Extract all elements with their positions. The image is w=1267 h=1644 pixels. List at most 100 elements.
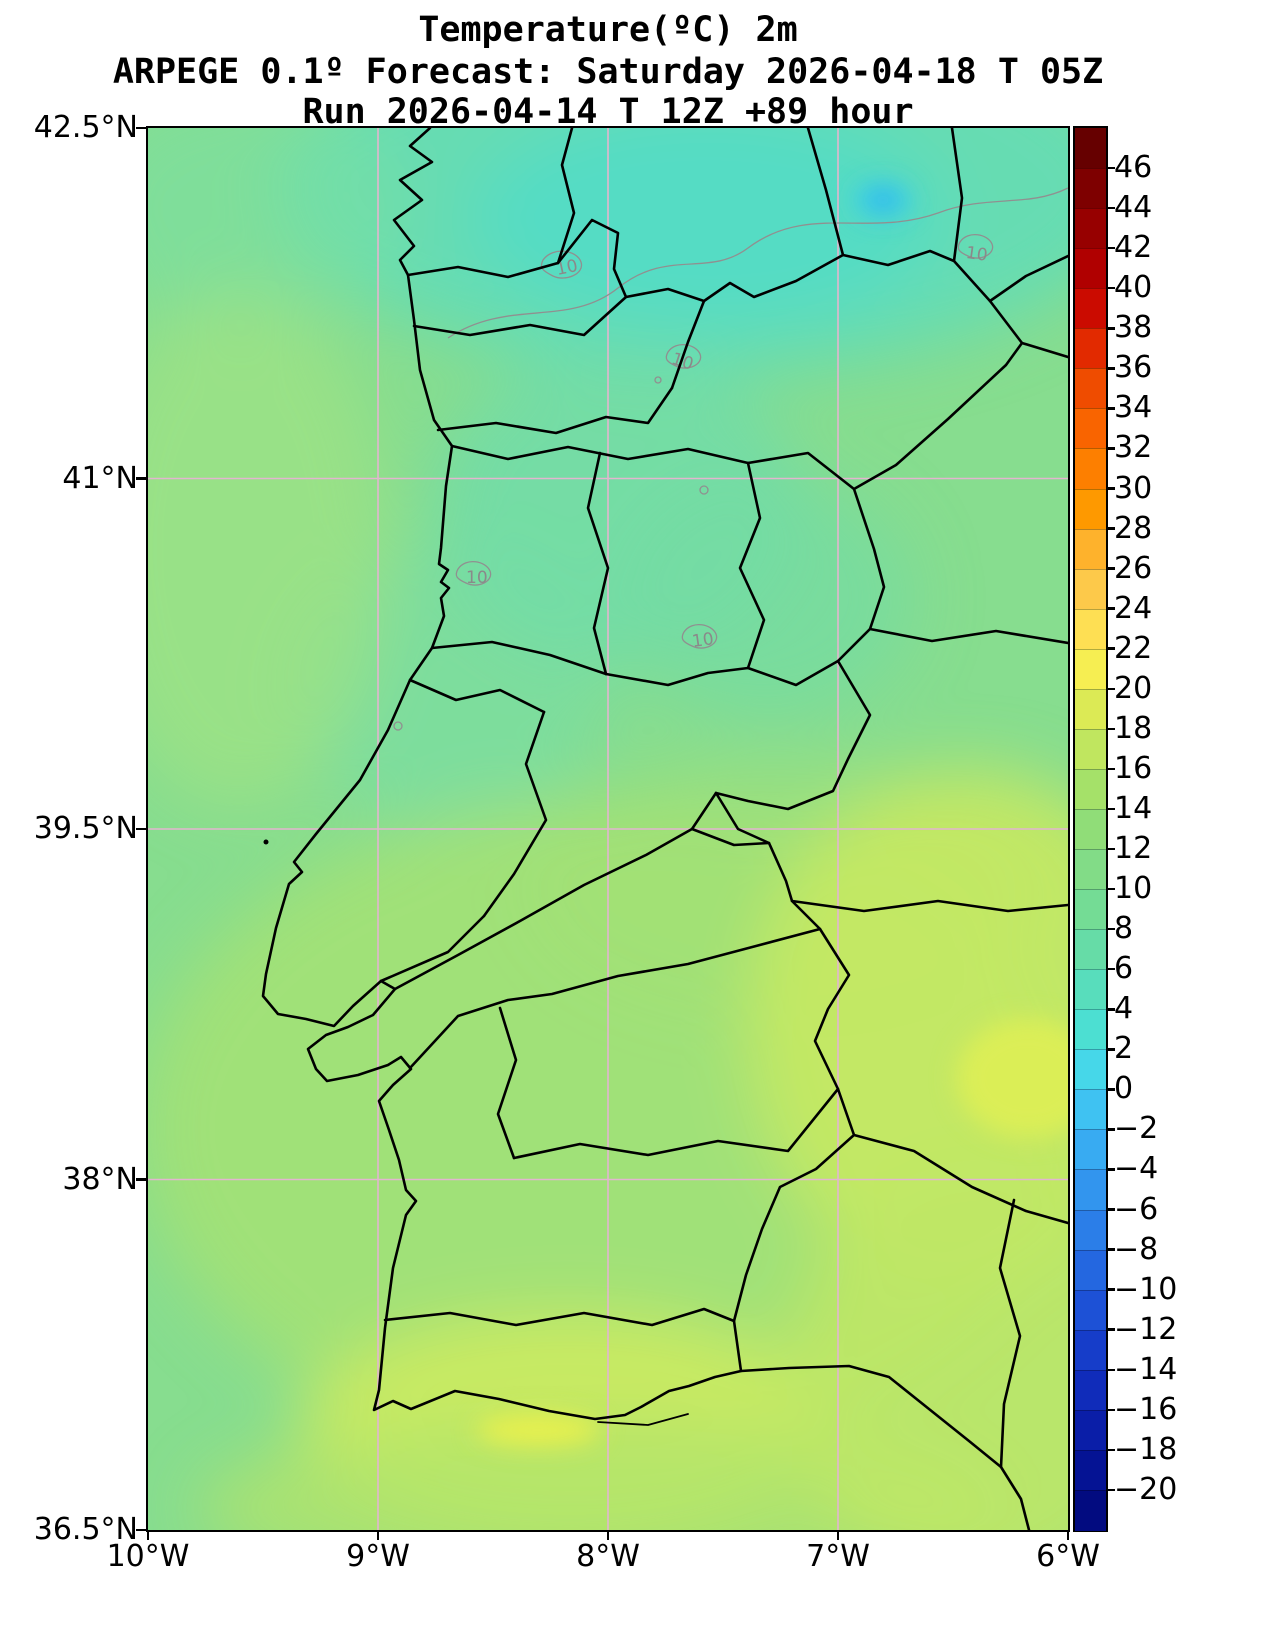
- colorbar-cell--14-to--12: [1075, 1329, 1106, 1372]
- longitude-tick-label: 10°W: [106, 1539, 190, 1574]
- colorbar-cell-0-to-2: [1075, 1049, 1106, 1091]
- colorbar-tick-label: −8: [1114, 1231, 1159, 1267]
- colorbar-cell-12-to-14: [1075, 808, 1106, 851]
- contour-label-10: 10: [466, 568, 488, 588]
- colorbar-tick-mark: [1106, 1328, 1115, 1331]
- longitude-tick-label: 9°W: [346, 1539, 410, 1574]
- latitude-tick-label: 41°N: [62, 460, 138, 496]
- colorbar-tick-mark: [1106, 246, 1115, 250]
- colorbar-tick-label: −16: [1114, 1391, 1178, 1427]
- longitude-tick-mark: [376, 1530, 380, 1540]
- colorbar-cell-20-to-22: [1075, 648, 1106, 691]
- colorbar-tick-label: −2: [1114, 1111, 1159, 1147]
- latitude-tick-mark: [136, 126, 146, 130]
- colorbar-cell-44-to-46: [1075, 168, 1106, 210]
- colorbar-tick-label: −10: [1114, 1271, 1178, 1307]
- map-plot-area: 10 10 10 10 10: [146, 126, 1070, 1532]
- latitude-tick-mark: [136, 827, 146, 831]
- colorbar-cell-24-to-26: [1075, 568, 1106, 611]
- colorbar-tick-mark: [1106, 1288, 1115, 1291]
- district-boundary: [670, 299, 706, 390]
- colorbar-tick-mark: [1106, 327, 1115, 330]
- colorbar-cell-40-to-42: [1075, 248, 1106, 290]
- district-boundary: [412, 295, 628, 337]
- colorbar-tick-mark: [1106, 967, 1115, 971]
- colorbar-tick-label: 20: [1114, 670, 1153, 706]
- colorbar-cell--12-to--10: [1075, 1289, 1106, 1332]
- colorbar-tick-label: 6: [1114, 951, 1134, 987]
- colorbar-tick-label: 18: [1114, 710, 1153, 746]
- colorbar-tick-label: 14: [1114, 790, 1153, 826]
- colorbar-cell-30-to-32: [1075, 448, 1106, 490]
- colorbar-cell-28-to-30: [1075, 488, 1106, 531]
- province-boundary: [998, 1198, 1022, 1469]
- colorbar-cell--18-to--16: [1075, 1409, 1106, 1452]
- colorbar-tick-mark: [1106, 447, 1115, 450]
- colorbar-tick-label: −18: [1114, 1431, 1178, 1467]
- colorbar-tick-label: −6: [1114, 1191, 1159, 1227]
- colorbar-tick-label: 0: [1114, 1071, 1134, 1107]
- contour-line-10: [393, 187, 1068, 731]
- map-canvas: 10 10 10 10 10: [148, 128, 1068, 1530]
- colorbar: [1073, 126, 1108, 1532]
- colorbar-cell-4-to-6: [1075, 969, 1106, 1011]
- latitude-tick-label: 38°N: [62, 1161, 138, 1197]
- colorbar-tick-mark: [1106, 527, 1115, 530]
- colorbar-tick-mark: [1106, 286, 1115, 290]
- colorbar-cell-14-to-16: [1075, 768, 1106, 811]
- district-boundary: [430, 640, 608, 676]
- colorbar-tick-label: −4: [1114, 1151, 1159, 1187]
- longitude-tick-mark: [1066, 1530, 1070, 1540]
- latitude-tick-mark: [136, 1528, 146, 1532]
- latitude-tick-label: 39.5°N: [33, 811, 138, 846]
- colorbar-cell-10-to-12: [1075, 849, 1106, 891]
- colorbar-cell-32-to-34: [1075, 408, 1106, 450]
- colorbar-cell-34-to-36: [1075, 368, 1106, 410]
- chart-title: Temperature(ºC) 2m: [418, 10, 798, 50]
- latitude-tick-label: 36.5°N: [33, 1512, 138, 1547]
- coastline: [261, 128, 1031, 1530]
- colorbar-cell--2-to-0: [1075, 1089, 1106, 1131]
- district-boundary: [690, 827, 771, 847]
- province-boundary: [988, 254, 1068, 303]
- colorbar-tick-label: 24: [1114, 590, 1153, 626]
- colorbar-tick-mark: [1106, 687, 1115, 691]
- colorbar-cell-42-to-44: [1075, 208, 1106, 250]
- colorbar-tick-label: −20: [1114, 1471, 1178, 1507]
- colorbar-cell--20-to--18: [1075, 1449, 1106, 1492]
- district-boundary: [604, 659, 840, 687]
- latitude-tick-label: 42.5°N: [33, 110, 138, 145]
- island-speck: [263, 839, 269, 845]
- district-boundary: [408, 678, 546, 714]
- province-boundary: [556, 128, 576, 265]
- colorbar-tick-mark: [1106, 1008, 1115, 1011]
- longitude-tick-label: 8°W: [576, 1539, 640, 1574]
- province-boundary: [806, 128, 845, 257]
- colorbar-tick-label: 12: [1114, 831, 1153, 867]
- colorbar-tick-mark: [1106, 1208, 1115, 1211]
- colorbar-tick-label: 46: [1114, 150, 1153, 186]
- longitude-tick-label: 6°W: [1036, 1539, 1100, 1574]
- colorbar-tick-label: 30: [1114, 470, 1153, 506]
- colorbar-tick-mark: [1106, 407, 1115, 410]
- colorbar-tick-mark: [1106, 767, 1115, 771]
- district-boundary: [383, 1307, 736, 1327]
- colorbar-cell-36-to-38: [1075, 328, 1106, 370]
- province-boundary: [852, 1133, 1068, 1225]
- colorbar-cell--4-to--2: [1075, 1129, 1106, 1171]
- colorbar-tick-mark: [1106, 367, 1115, 370]
- colorbar-tick-mark: [1106, 1488, 1115, 1492]
- lagoon-barrier: [597, 1413, 689, 1426]
- portugal-spain-border: [406, 218, 1024, 1373]
- district-boundary: [512, 1087, 840, 1160]
- district-boundary: [379, 914, 486, 983]
- colorbar-tick-label: 44: [1114, 190, 1153, 226]
- contour-label-10: 10: [691, 629, 715, 652]
- colorbar-tick-label: 32: [1114, 430, 1153, 466]
- colorbar-tick-label: 34: [1114, 390, 1153, 426]
- colorbar-tick-label: 16: [1114, 750, 1153, 786]
- colorbar-tick-mark: [1106, 1448, 1115, 1452]
- colorbar-tick-mark: [1106, 887, 1115, 891]
- colorbar-cell-6-to-8: [1075, 929, 1106, 971]
